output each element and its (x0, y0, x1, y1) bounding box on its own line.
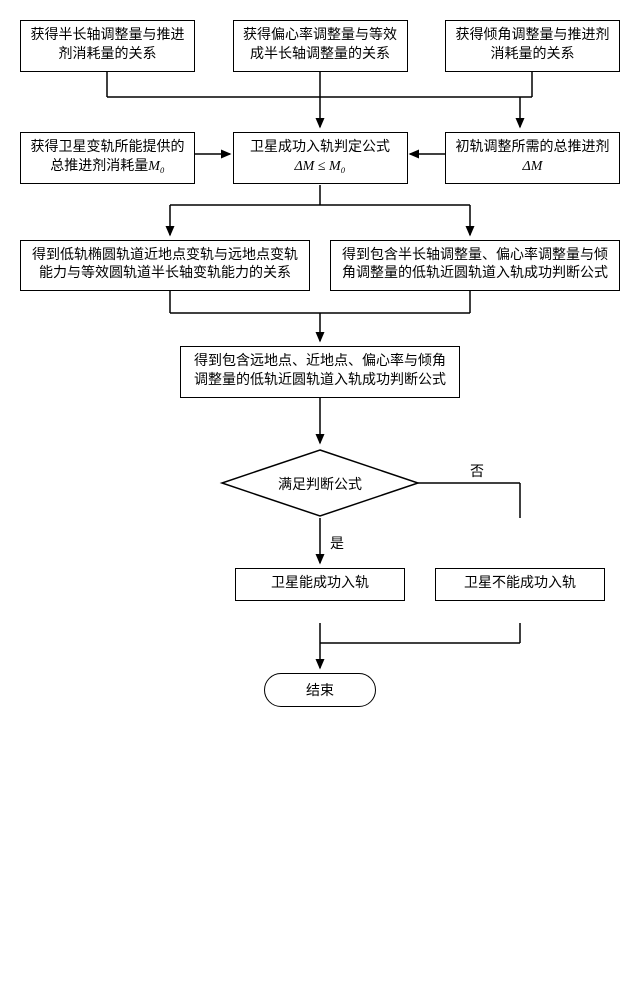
row-results: 卫星能成功入轨 卫星不能成功入轨 (20, 568, 620, 623)
box-delta-m: 初轨调整所需的总推进剂 ΔM (445, 132, 620, 184)
decision-text: 满足判断公式 (20, 474, 620, 494)
text: 得到包含半长轴调整量、偏心率调整量与倾角调整量的低轨近圆轨道入轨成功判断公式 (342, 248, 608, 282)
text: 得到包含远地点、近地点、偏心率与倾角调整量的低轨近圆轨道入轨成功判断公式 (194, 354, 446, 388)
row-3: 得到低轨椭圆轨道近地点变轨与远地点变轨能力与等效圆轨道半长轴变轨能力的关系 得到… (20, 240, 620, 292)
row-4: 得到包含远地点、近地点、偏心率与倾角调整量的低轨近圆轨道入轨成功判断公式 (20, 346, 620, 398)
box-ellipse-relation: 得到低轨椭圆轨道近地点变轨与远地点变轨能力与等效圆轨道半长轴变轨能力的关系 (20, 240, 310, 292)
text: 获得倾角调整量与推进剂消耗量的关系 (456, 28, 610, 62)
text: 获得半长轴调整量与推进剂消耗量的关系 (31, 28, 185, 62)
box-success: 卫星能成功入轨 (235, 568, 405, 601)
box-near-circular-formula: 得到包含半长轴调整量、偏心率调整量与倾角调整量的低轨近圆轨道入轨成功判断公式 (330, 240, 620, 292)
text: 卫星能成功入轨 (271, 576, 369, 591)
row-end: 结束 (20, 673, 620, 707)
label-yes: 是 (330, 537, 344, 552)
m0: M₀ (148, 159, 165, 174)
connector-4-d (20, 398, 620, 448)
connector-d-r: 是 (20, 518, 620, 568)
connector-2-3 (20, 185, 620, 240)
connector-r-e (20, 623, 620, 673)
connector-1-2 (20, 72, 620, 132)
box-eccentricity-semimajor: 获得偏心率调整量与等效成半长轴调整量的关系 (233, 20, 408, 72)
decision-row: 否 满足判断公式 (20, 448, 620, 518)
box-fail: 卫星不能成功入轨 (435, 568, 605, 601)
box-total-propellant-m0: 获得卫星变轨所能提供的总推进剂消耗量M₀ (20, 132, 195, 184)
row-mid: 获得卫星变轨所能提供的总推进剂消耗量M₀ 卫星成功入轨判定公式 ΔM ≤ M₀ … (20, 132, 620, 184)
text: 获得偏心率调整量与等效成半长轴调整量的关系 (243, 28, 397, 62)
text: 初轨调整所需的总推进剂 (456, 140, 610, 155)
box-final-formula: 得到包含远地点、近地点、偏心率与倾角调整量的低轨近圆轨道入轨成功判断公式 (180, 346, 460, 398)
end-terminator: 结束 (264, 673, 376, 707)
box-semimajor-propellant: 获得半长轴调整量与推进剂消耗量的关系 (20, 20, 195, 72)
box-inclination-propellant: 获得倾角调整量与推进剂消耗量的关系 (445, 20, 620, 72)
text: 卫星不能成功入轨 (464, 576, 576, 591)
row-top: 获得半长轴调整量与推进剂消耗量的关系 获得偏心率调整量与等效成半长轴调整量的关系… (20, 20, 620, 72)
connector-3-4 (20, 291, 620, 346)
text: 得到低轨椭圆轨道近地点变轨与远地点变轨能力与等效圆轨道半长轴变轨能力的关系 (32, 248, 298, 282)
text: 卫星成功入轨判定公式 (250, 140, 390, 155)
box-success-criterion: 卫星成功入轨判定公式 ΔM ≤ M₀ (233, 132, 408, 184)
formula: ΔM (523, 159, 543, 174)
formula: ΔM ≤ M₀ (294, 159, 345, 174)
text: 结束 (306, 680, 334, 700)
